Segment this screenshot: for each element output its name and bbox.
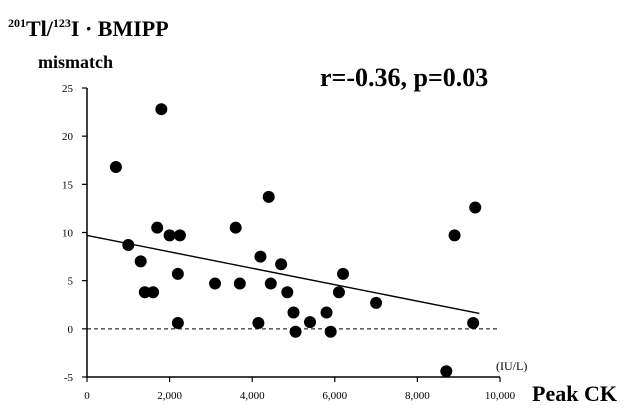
x-tick-label: 0: [84, 390, 90, 402]
title-text-1: Tl/: [26, 16, 54, 41]
data-point: [209, 277, 222, 290]
data-point: [262, 190, 275, 203]
x-unit-label: (IU/L): [496, 359, 527, 373]
data-point: [281, 286, 294, 299]
title-sup-2: 123: [53, 16, 71, 30]
data-point: [324, 325, 337, 338]
data-point: [155, 103, 168, 116]
data-point: [332, 286, 345, 299]
data-point: [229, 221, 242, 234]
data-point: [337, 267, 350, 280]
data-point: [287, 306, 300, 319]
data-point: [304, 316, 317, 329]
data-point: [467, 317, 480, 330]
title-sup-1: 201: [8, 16, 26, 30]
x-tick-label: 4,000: [240, 390, 265, 402]
data-point: [320, 306, 333, 319]
x-tick-label: 2,000: [157, 390, 182, 402]
y-tick-label: -5: [64, 372, 74, 384]
data-point: [109, 160, 122, 173]
chart-title: 201Tl/123I · BMIPP: [8, 16, 169, 41]
data-point: [254, 250, 267, 263]
data-point: [171, 317, 184, 330]
y-tick-label: 20: [62, 131, 74, 143]
data-point: [122, 239, 135, 252]
x-axis-label: Peak CK: [532, 381, 617, 406]
data-point: [275, 258, 288, 271]
regression-line: [86, 234, 480, 315]
y-tick-label: 15: [62, 179, 74, 191]
data-point: [138, 286, 151, 299]
data-points: [109, 103, 482, 378]
data-point: [440, 365, 453, 378]
data-point: [163, 229, 176, 242]
axes: -5 0 5 10 15 20 25 0 2,000 4,000 6,000 8,000 10,000: [62, 83, 516, 402]
data-point: [171, 267, 184, 280]
x-tick-label: 6,000: [322, 390, 347, 402]
data-point: [134, 255, 147, 268]
data-point: [233, 277, 246, 290]
data-point: [173, 229, 186, 242]
x-tick-label: 8,000: [405, 390, 430, 402]
y-tick-label: 5: [68, 276, 74, 288]
data-point: [448, 229, 461, 242]
y-tick-label: 25: [62, 83, 74, 95]
y-tick-label: 10: [62, 228, 74, 240]
data-point: [469, 201, 482, 214]
data-point: [252, 317, 265, 330]
data-point: [151, 221, 164, 234]
data-point: [370, 296, 383, 309]
data-point: [147, 286, 160, 299]
title-text-2: I · BMIPP: [71, 16, 169, 41]
regression-line-segment: [86, 234, 480, 315]
correlation-annotation: r=-0.36, p=0.03: [320, 63, 488, 92]
y-tick-label: 0: [68, 324, 74, 336]
data-point: [289, 325, 302, 338]
x-tick-label: 10,000: [485, 390, 516, 402]
y-axis-label: mismatch: [38, 52, 113, 72]
data-point: [264, 277, 277, 290]
